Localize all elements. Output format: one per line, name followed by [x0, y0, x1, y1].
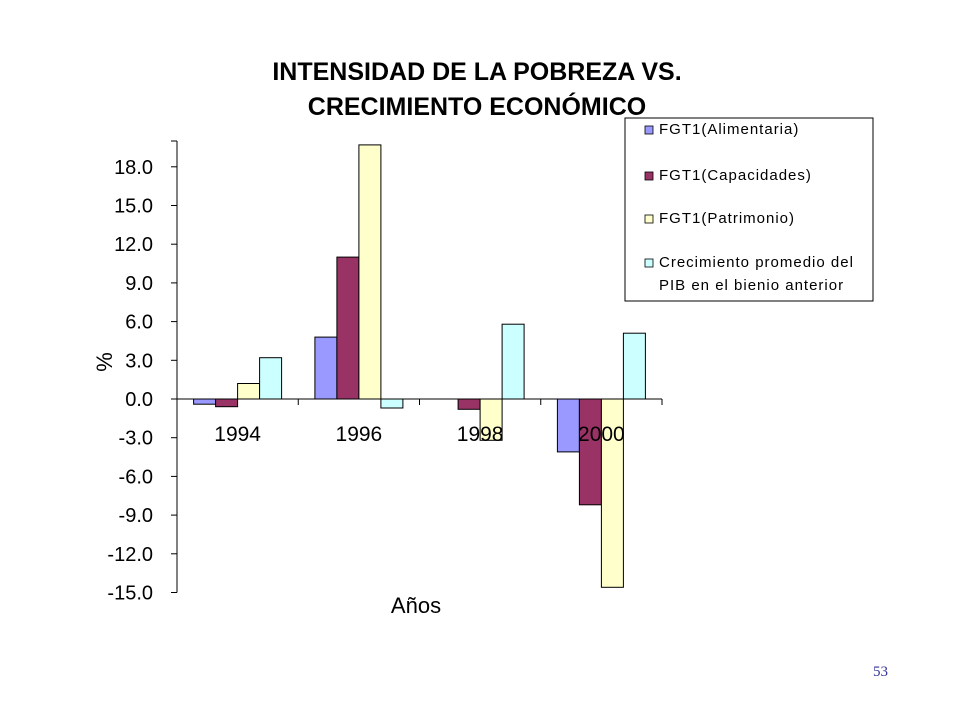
bar-1996-series-1 — [336, 256, 360, 400]
y-tick-label-4: 6.0 — [125, 312, 153, 334]
bar-2000-series-0 — [556, 398, 580, 453]
bars-layer — [193, 144, 646, 588]
legend-label-alimentaria: FGT1(Alimentaria) — [659, 121, 799, 138]
y-axis-title: % — [92, 352, 117, 372]
chart-title-line-2: CRECIMIENTO ECONÓMICO — [308, 91, 646, 121]
bar-1994-series-0 — [193, 398, 217, 405]
bar-1996-series-0 — [314, 336, 338, 400]
y-tick-label-10: -12.0 — [107, 544, 153, 566]
x-tick-label-1998: 1998 — [457, 423, 504, 446]
y-tick-label-2: 12.0 — [114, 234, 153, 256]
y-tick-label-3: 9.0 — [125, 273, 153, 295]
x-tick-label-2000: 2000 — [578, 423, 625, 446]
x-tick-label-1994: 1994 — [214, 423, 261, 446]
bar-1994-series-3 — [259, 357, 283, 400]
legend: FGT1(Alimentaria) FGT1(Capacidades) FGT1… — [624, 117, 874, 302]
y-tick-label-7: -3.0 — [119, 428, 153, 450]
legend-box — [624, 117, 874, 302]
bar-2000-series-3 — [622, 332, 646, 400]
axes-layer: 18.0 15.0 12.0 9.0 6.0 3.0 0.0 -3.0 -6.0 -9.0 -12.… — [107, 140, 663, 605]
x-axis-title: Años — [391, 593, 441, 618]
bar-1998-series-1 — [457, 398, 481, 410]
legend-label-pib-line-2: PIB en el bienio anterior — [659, 277, 844, 294]
y-tick-label-6: 0.0 — [125, 389, 153, 411]
legend-swatch-patrimonio — [644, 214, 654, 224]
bar-2000-series-1 — [578, 398, 602, 506]
y-tick-label-0: 18.0 — [114, 157, 153, 179]
legend-label-capacidades: FGT1(Capacidades) — [659, 167, 812, 184]
legend-swatch-alimentaria — [644, 125, 654, 135]
y-tick-label-1: 15.0 — [114, 196, 153, 218]
bar-1996-series-2 — [358, 144, 382, 400]
legend-swatch-capacidades — [644, 171, 654, 181]
bar-1998-series-3 — [501, 323, 525, 400]
legend-label-patrimonio: FGT1(Patrimonio) — [659, 210, 795, 227]
y-tick-label-5: 3.0 — [125, 350, 153, 372]
y-tick-label-9: -9.0 — [119, 505, 153, 527]
bar-1994-series-2 — [237, 383, 261, 400]
legend-label-pib-line-1: Crecimiento promedio del — [659, 254, 854, 271]
chart-title: INTENSIDAD DE LA POBREZA VS. CRECIMIENTO… — [272, 58, 681, 121]
page-number: 53 — [873, 664, 888, 680]
bar-1994-series-1 — [215, 398, 239, 408]
y-tick-label-11: -15.0 — [107, 583, 153, 605]
chart-title-line-1: INTENSIDAD DE LA POBREZA VS. — [272, 58, 681, 86]
y-tick-label-8: -6.0 — [119, 466, 153, 488]
legend-swatch-pib — [644, 258, 654, 268]
x-tick-label-1996: 1996 — [336, 423, 383, 446]
bar-1996-series-3 — [380, 398, 404, 409]
